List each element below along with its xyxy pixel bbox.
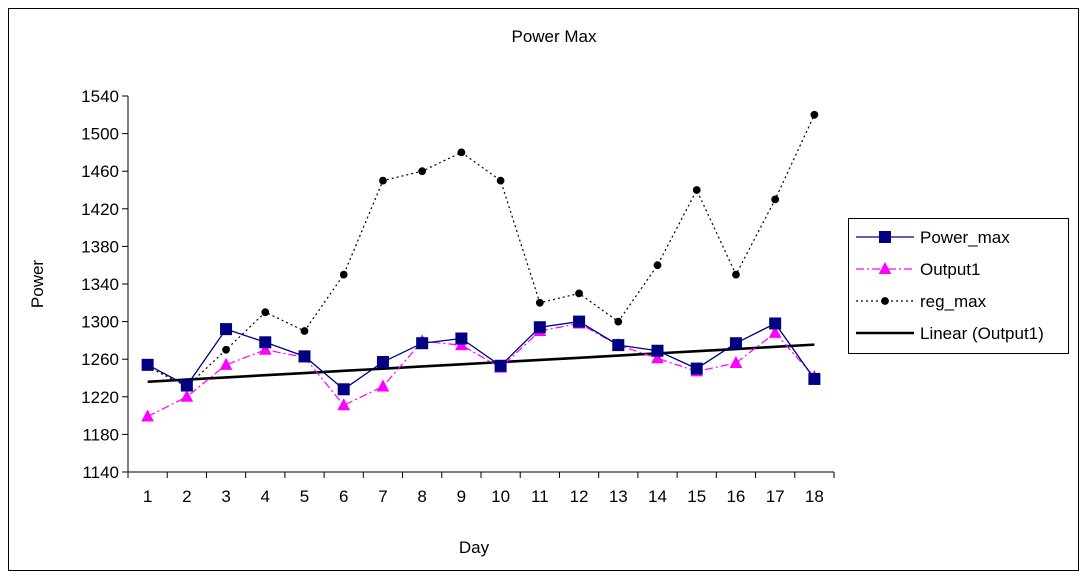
axes: 1140 1180 1220 1260 1300 1340 1380 1420 1460 1500… [81, 87, 835, 506]
data-point-output1 [768, 325, 782, 338]
data-point-reg-max [575, 289, 583, 298]
data-point-power-max [769, 317, 782, 330]
data-point-power-max [808, 372, 821, 385]
x-tick-label: 13 [609, 487, 628, 506]
series-power-max [141, 315, 821, 396]
data-point-power-max [573, 315, 586, 328]
data-point-power-max [612, 339, 625, 352]
data-point-output1 [180, 389, 194, 402]
data-point-power-max [220, 323, 233, 336]
x-tick-label: 5 [300, 487, 309, 506]
data-point-output1 [729, 355, 743, 368]
series-linear-output1 [147, 343, 815, 384]
data-point-output1 [219, 357, 233, 370]
x-tick-label: 7 [378, 487, 387, 506]
x-tick-label: 18 [805, 487, 824, 506]
x-tick-label: 16 [726, 487, 745, 506]
chart-title: Power Max [511, 27, 597, 46]
y-axis-title: Power [28, 260, 47, 309]
y-tick-label: 1420 [81, 200, 119, 219]
y-tick-label: 1500 [81, 125, 119, 144]
legend-label: Output1 [920, 260, 981, 279]
data-point-reg-max [732, 270, 740, 279]
data-point-reg-max [614, 317, 623, 326]
plot-area [141, 110, 821, 422]
legend-entry-output1: Output1 [856, 260, 981, 279]
y-tick-label: 1460 [81, 162, 119, 181]
data-point-output1 [337, 398, 351, 411]
data-point-reg-max [261, 308, 270, 317]
data-point-reg-max [457, 148, 466, 157]
data-point-reg-max [692, 186, 701, 194]
data-point-power-max [533, 321, 546, 334]
data-point-power-max [141, 358, 154, 371]
y-tick-label: 1380 [81, 237, 119, 256]
x-tick-label: 9 [457, 487, 466, 506]
series-line-power-max [147, 320, 815, 391]
x-tick-label: 12 [570, 487, 589, 506]
legend-label: reg_max [920, 292, 987, 311]
data-point-power-max [416, 337, 429, 350]
data-point-reg-max [653, 261, 662, 270]
data-point-reg-max [771, 195, 780, 204]
x-tick-label: 17 [766, 487, 785, 506]
legend-entry-reg-max: reg_max [856, 292, 987, 311]
data-point-output1 [651, 351, 664, 364]
series-line-output1 [147, 322, 815, 418]
data-point-reg-max [535, 298, 544, 307]
data-point-power-max [690, 362, 703, 375]
legend: Power_max Output1 reg_max Linear (Output1) [848, 218, 1069, 354]
series-line-linear-output1 [147, 343, 815, 384]
x-tick-label: 3 [221, 487, 230, 506]
data-point-power-max [298, 350, 311, 363]
data-point-reg-max [300, 327, 309, 335]
y-tick-label: 1260 [81, 350, 119, 369]
data-point-reg-max [379, 176, 387, 185]
data-point-power-max [337, 383, 350, 396]
legend-label: Power_max [920, 228, 1010, 247]
data-point-reg-max [339, 270, 348, 279]
legend-entry-linear-output1: Linear (Output1) [856, 324, 1044, 343]
data-point-power-max [455, 332, 468, 345]
data-point-output1 [141, 409, 154, 422]
y-tick-label: 1340 [81, 275, 119, 294]
x-tick-label: 8 [417, 487, 426, 506]
data-point-power-max [259, 336, 272, 349]
data-point-output1 [376, 379, 390, 392]
data-point-power-max [729, 337, 742, 350]
data-point-reg-max [496, 176, 505, 185]
y-tick-label: 1300 [81, 313, 119, 332]
x-tick-label: 11 [531, 487, 549, 506]
data-point-reg-max [222, 345, 230, 354]
y-tick-label: 1220 [81, 388, 119, 407]
data-point-power-max [376, 356, 389, 369]
data-point-output1 [258, 342, 272, 355]
legend-label: Linear (Output1) [920, 324, 1044, 343]
data-point-reg-max [810, 110, 819, 119]
data-point-power-max [180, 379, 193, 392]
data-point-power-max [651, 344, 664, 357]
x-tick-label: 2 [182, 487, 191, 506]
x-tick-label: 14 [648, 487, 667, 506]
x-tick-label: 4 [261, 487, 270, 506]
x-tick-label: 6 [339, 487, 348, 506]
data-point-reg-max [418, 167, 427, 176]
y-tick-label: 1540 [81, 87, 119, 106]
y-tick-label: 1140 [82, 463, 119, 482]
x-tick-label: 1 [143, 487, 152, 506]
x-tick-label: 15 [687, 487, 706, 506]
y-tick-label: 1180 [82, 425, 119, 444]
legend-swatch-marker [878, 261, 892, 274]
data-point-power-max [494, 359, 507, 372]
x-tick-label: 10 [491, 487, 510, 506]
legend-entry-power-max: Power_max [856, 228, 1010, 247]
legend-swatch-marker [881, 297, 889, 305]
x-axis-title: Day [459, 538, 490, 557]
legend-swatch-marker [879, 231, 891, 243]
